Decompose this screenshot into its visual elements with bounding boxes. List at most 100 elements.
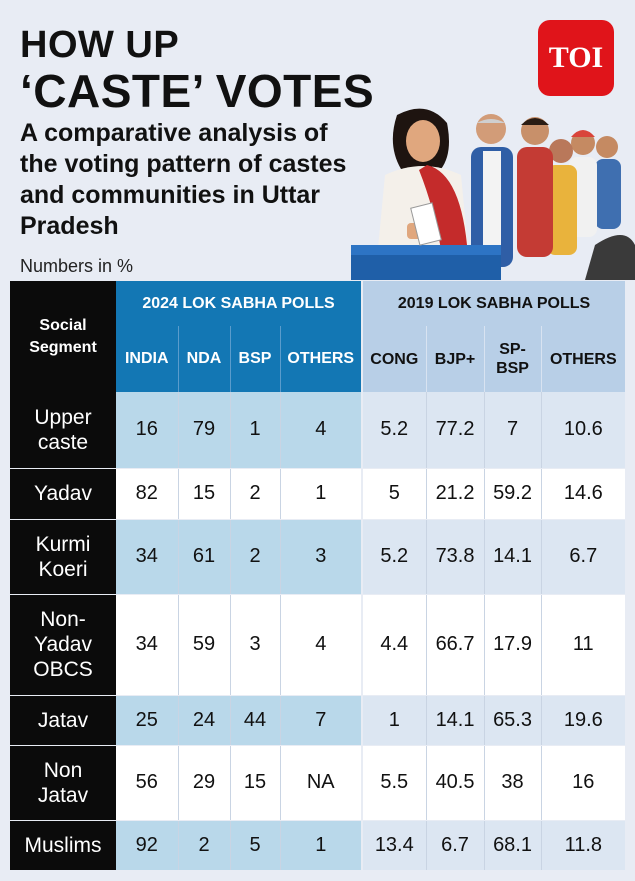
segment-label-line: OBCS — [33, 658, 93, 681]
value-cell-2019: 21.2 — [425, 468, 485, 520]
value-cell-2024: 4 — [279, 392, 363, 469]
value-cell-2019: 17.9 — [483, 594, 542, 696]
segment-label-line: Jatav — [37, 783, 89, 807]
segment-cell: Upper caste — [10, 392, 116, 469]
segment-label-line: Kurmi — [35, 532, 91, 556]
value-cell-2019: 14.1 — [425, 695, 485, 746]
value-cell-2019: 13.4 — [361, 820, 427, 871]
value-cell-2019: 68.1 — [483, 820, 542, 871]
table-row: Yadav 82 15 2 1 5 21.2 59.2 14.6 — [10, 468, 626, 520]
voters-illustration — [351, 108, 635, 280]
segment-cell: Non- Yadav OBCS — [10, 594, 116, 696]
value-cell-2024: 59 — [177, 594, 230, 696]
segment-label-line: Non- — [40, 608, 86, 631]
value-cell-2019: 11.8 — [540, 820, 626, 871]
value-cell-2019: 14.6 — [540, 468, 626, 520]
value-cell-2024: 7 — [279, 695, 363, 746]
table-row: Non- Yadav OBCS 34 59 3 4 4.4 66.7 17.9 11 — [10, 594, 626, 696]
toi-logo: TOI — [538, 20, 614, 96]
background-voters — [471, 114, 621, 267]
value-cell-2024: 56 — [116, 745, 178, 821]
col-header-others-2019: OTHERS — [540, 326, 626, 392]
value-cell-2024: 15 — [177, 468, 230, 520]
table-row: Jatav 25 24 44 7 1 14.1 65.3 19.6 — [10, 695, 626, 746]
value-cell-2024: 34 — [116, 594, 178, 696]
segment-header-line: Segment — [29, 338, 97, 356]
col-header-bsp: BSP — [229, 326, 280, 392]
value-cell-2019: 38 — [483, 745, 542, 821]
table-row: Non Jatav 56 29 15 NA 5.5 40.5 38 16 — [10, 745, 626, 821]
value-cell-2019: 6.7 — [540, 519, 626, 595]
value-cell-2019: 59.2 — [483, 468, 542, 520]
col-header-sp-bsp: SP- BSP — [483, 326, 542, 392]
segment-cell: Yadav — [10, 468, 116, 520]
segment-label-line: Koeri — [38, 557, 88, 581]
col-header-india: INDIA — [116, 326, 178, 392]
segment-label-line: Upper — [34, 405, 92, 429]
value-cell-2024: 1 — [279, 468, 363, 520]
value-cell-2019: 14.1 — [483, 519, 542, 595]
value-cell-2024: NA — [279, 745, 363, 821]
value-cell-2019: 65.3 — [483, 695, 542, 746]
value-cell-2019: 5.2 — [361, 519, 427, 595]
segment-cell: Kurmi Koeri — [10, 519, 116, 595]
segment-label-line: Non — [43, 758, 83, 782]
value-cell-2019: 7 — [483, 392, 542, 469]
value-cell-2019: 5.2 — [361, 392, 427, 469]
col-header-bjp-plus: BJP+ — [425, 326, 485, 392]
value-cell-2019: 6.7 — [425, 820, 485, 871]
col-header-nda: NDA — [177, 326, 230, 392]
value-cell-2024: 2 — [177, 820, 230, 871]
value-cell-2024: 29 — [177, 745, 230, 821]
value-cell-2019: 77.2 — [425, 392, 485, 469]
unit-note: Numbers in % — [20, 256, 134, 276]
value-cell-2019: 5.5 — [361, 745, 427, 821]
value-cell-2019: 11 — [540, 594, 626, 696]
segment-cell: Jatav — [10, 695, 116, 746]
value-cell-2024: 92 — [116, 820, 178, 871]
segment-cell: Muslims — [10, 820, 116, 871]
table-row: Kurmi Koeri 34 61 2 3 5.2 73.8 14.1 6.7 — [10, 519, 626, 595]
group-header-2019: 2019 LOK SABHA POLLS — [361, 281, 626, 326]
value-cell-2024: 3 — [229, 594, 280, 696]
value-cell-2024: 1 — [279, 820, 363, 871]
value-cell-2024: 79 — [177, 392, 230, 469]
ballot-box — [351, 202, 501, 280]
segment-label-line: caste — [37, 430, 89, 454]
value-cell-2024: 34 — [116, 519, 178, 595]
value-cell-2019: 40.5 — [425, 745, 485, 821]
segment-label-line: Jatav — [37, 708, 89, 732]
value-cell-2019: 66.7 — [425, 594, 485, 696]
value-cell-2024: 2 — [229, 468, 280, 520]
segment-column-header: Social Segment — [10, 281, 116, 392]
segment-cell: Non Jatav — [10, 745, 116, 821]
vote-share-table: Social Segment 2024 LOK SABHA POLLS 2019… — [10, 281, 626, 881]
value-cell-2019: 1 — [361, 695, 427, 746]
value-cell-2024: 3 — [279, 519, 363, 595]
data-table: Social Segment 2024 LOK SABHA POLLS 2019… — [10, 281, 626, 871]
col-header-line: BSP — [496, 360, 529, 377]
table-row: Muslims 92 2 5 1 13.4 6.7 68.1 11.8 — [10, 820, 626, 871]
col-header-cong: CONG — [361, 326, 427, 392]
value-cell-2024: 15 — [229, 745, 280, 821]
value-cell-2024: 2 — [229, 519, 280, 595]
col-header-others-2024: OTHERS — [279, 326, 363, 392]
value-cell-2024: 4 — [279, 594, 363, 696]
col-header-line: SP- — [499, 341, 526, 358]
segment-label-line: Muslims — [24, 833, 102, 857]
value-cell-2019: 19.6 — [540, 695, 626, 746]
title-line-2: ‘CASTE’ VOTES — [20, 65, 375, 117]
subtitle: A comparative analysis of the voting pat… — [20, 119, 347, 240]
value-cell-2019: 73.8 — [425, 519, 485, 595]
value-cell-2024: 44 — [229, 695, 280, 746]
segment-label-line: Yadav — [34, 482, 92, 505]
value-cell-2019: 5 — [361, 468, 427, 520]
title-line-1: HOW UP — [20, 24, 180, 66]
value-cell-2024: 1 — [229, 392, 280, 469]
value-cell-2024: 24 — [177, 695, 230, 746]
value-cell-2024: 61 — [177, 519, 230, 595]
value-cell-2019: 4.4 — [361, 594, 427, 696]
value-cell-2019: 16 — [540, 745, 626, 821]
value-cell-2024: 82 — [116, 468, 178, 520]
segment-header-line: Social — [39, 316, 87, 334]
